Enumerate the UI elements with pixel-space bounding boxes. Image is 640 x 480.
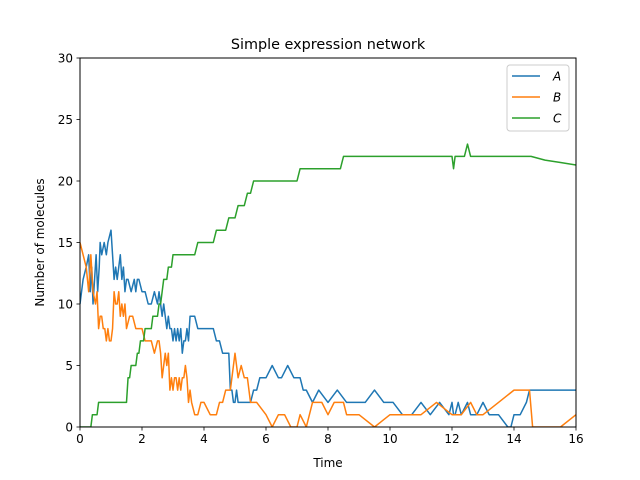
y-axis: 0 5 10 15 20 25 30 [58, 51, 80, 434]
y-tick-label: 15 [58, 236, 73, 250]
legend-box [506, 64, 570, 132]
y-tick-label: 25 [58, 113, 73, 127]
series-line-c [80, 143, 576, 427]
x-tick-label: 14 [506, 432, 521, 446]
axes-frame [79, 57, 577, 428]
legend-label-b: B [553, 90, 561, 104]
x-axis-label: Time [312, 456, 342, 470]
chart-title: Simple expression network [231, 37, 426, 53]
series-line-a [80, 229, 576, 427]
y-tick-label: 0 [65, 420, 73, 434]
y-tick-label: 5 [65, 359, 73, 373]
series-line-b [80, 242, 576, 427]
y-tick-label: 20 [58, 174, 73, 188]
legend: ABC [506, 64, 570, 132]
plot-area [80, 143, 576, 427]
x-tick-label: 10 [382, 432, 397, 446]
legend-label-a: A [552, 69, 561, 83]
x-tick-label: 2 [138, 432, 146, 446]
x-tick-label: 6 [262, 432, 270, 446]
y-tick-label: 10 [58, 297, 73, 311]
x-tick-label: 0 [76, 432, 84, 446]
series-layer [80, 143, 576, 427]
legend-label-c: C [553, 111, 562, 125]
x-tick-label: 16 [568, 432, 583, 446]
x-tick-label: 8 [324, 432, 332, 446]
x-tick-label: 12 [444, 432, 459, 446]
x-tick-label: 4 [200, 432, 208, 446]
x-axis: 0 2 4 6 8 10 12 14 16 [76, 427, 584, 446]
y-axis-label: Number of molecules [33, 178, 47, 306]
y-tick-label: 30 [58, 51, 73, 65]
